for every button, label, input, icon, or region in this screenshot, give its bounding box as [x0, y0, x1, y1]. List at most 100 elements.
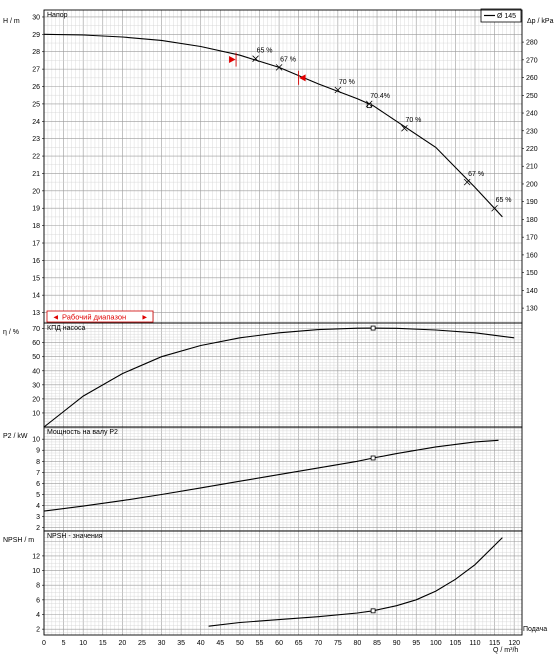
efficiency-tick: [334, 86, 342, 94]
legend: Ø 145: [480, 8, 522, 23]
legend-box: [480, 8, 522, 23]
y-tick-label: 70: [32, 326, 40, 333]
y-tick-label: 21: [32, 171, 40, 178]
efficiency-tick: [463, 178, 471, 186]
efficiency-label: 67 %: [280, 56, 296, 63]
y-tick-label: 2: [36, 525, 40, 532]
curve-head: [43, 33, 503, 218]
y-tick-label: 25: [32, 101, 40, 108]
x-tick-label: 60: [275, 640, 283, 647]
y2-tick-label: 160: [526, 252, 538, 259]
y-tick-label: 16: [32, 258, 40, 265]
x-tick-label: 90: [393, 640, 401, 647]
x-tick-label: 15: [99, 640, 107, 647]
legend-entry: Ø 145: [497, 13, 516, 20]
y2-tick-label: 170: [526, 235, 538, 242]
x-tick-label: 5: [62, 640, 66, 647]
duty-point-marker: [370, 608, 376, 614]
efficiency-tick: [275, 64, 283, 71]
y-tick-label: 10: [32, 410, 40, 417]
x-tick-label: 50: [236, 640, 244, 647]
npsh-panel-title: NPSH - значения: [47, 533, 103, 540]
x-tick-label: 75: [334, 640, 342, 647]
x-tick-label: 70: [314, 640, 322, 647]
x-tick-label: 35: [177, 640, 185, 647]
y-tick-label: 13: [32, 310, 40, 317]
x-tick-label: 115: [489, 640, 500, 647]
y-tick-label: 20: [32, 396, 40, 403]
efficiency-label: 70.4%: [370, 93, 390, 100]
efficiency-y-axis-label: η / %: [3, 329, 19, 336]
power-panel-title: Мощность на валу P2: [47, 429, 118, 436]
efficiency-label: 70 %: [339, 79, 355, 86]
operating-range-text: Рабочий диапазон: [62, 313, 126, 322]
y-tick-label: 18: [32, 223, 40, 230]
y-tick-label: 8: [36, 459, 40, 466]
y-tick-label: 9: [36, 448, 40, 455]
x-axis-label-right: Подача: [523, 626, 547, 633]
y2-tick-label: 130: [526, 306, 538, 313]
operating-range-right-arrow: ►: [141, 313, 148, 322]
efficiency-label: 67 %: [468, 171, 484, 178]
y-tick-label: 30: [32, 382, 40, 389]
efficiency-tick: [365, 100, 373, 108]
x-tick-label: 105: [450, 640, 462, 647]
efficiency-label: 65 %: [257, 48, 273, 55]
y2-tick-label: 250: [526, 93, 538, 100]
y-tick-label: 23: [32, 136, 40, 143]
x-tick-label: 55: [256, 640, 264, 647]
curve-power: [43, 439, 499, 512]
efficiency-tick: [401, 124, 408, 132]
npsh-y-axis-label: NPSH / m: [3, 537, 34, 544]
y-tick-label: 14: [32, 293, 40, 300]
y-tick-label: 26: [32, 84, 40, 91]
x-tick-label: 100: [430, 640, 442, 647]
y-tick-label: 7: [36, 470, 40, 477]
y2-tick-label: 270: [526, 57, 538, 64]
operating-range-left-arrow: ◄: [52, 313, 59, 322]
operating-range-right-marker: [299, 74, 306, 82]
y-tick-label: 27: [32, 67, 40, 74]
efficiency-tick: [252, 55, 259, 62]
grid-layer: [43, 10, 523, 635]
x-axis-label: Q / m³/h: [493, 647, 518, 654]
x-tick-label: 80: [354, 640, 362, 647]
y-tick-label: 24: [32, 119, 40, 126]
efficiency-panel-title: КПД насоса: [47, 325, 86, 332]
duty-point-marker: [370, 455, 376, 461]
x-tick-label: 45: [216, 640, 224, 647]
operating-range-left-marker: [229, 56, 236, 64]
y-tick-label: 17: [32, 241, 40, 248]
y2-tick-label: 150: [526, 270, 538, 277]
x-tick-label: 30: [158, 640, 166, 647]
panel-frame: [43, 530, 523, 636]
x-tick-label: 85: [373, 640, 381, 647]
y2-tick-label: 280: [526, 40, 538, 47]
y-tick-label: 22: [32, 154, 40, 161]
y-tick-label: 15: [32, 275, 40, 282]
y-tick-label: 50: [32, 354, 40, 361]
y2-tick-label: 180: [526, 217, 538, 224]
head-panel-title: Напор: [47, 12, 68, 19]
y-tick-label: 30: [32, 14, 40, 21]
y2-tick-label: 240: [526, 111, 538, 118]
y-tick-label: 10: [32, 437, 40, 444]
x-tick-label: 20: [118, 640, 126, 647]
y-tick-label: 29: [32, 32, 40, 39]
y-tick-label: 20: [32, 188, 40, 195]
y-tick-label: 4: [36, 503, 40, 510]
y-tick-label: 19: [32, 206, 40, 213]
curve-efficiency: [43, 327, 515, 428]
x-tick-label: 0: [42, 640, 46, 647]
x-tick-label: 10: [79, 640, 87, 647]
efficiency-label: 65 %: [496, 197, 512, 204]
y-tick-label: 60: [32, 340, 40, 347]
operating-range-label: ◄ Рабочий диапазон ►: [46, 310, 154, 323]
y2-tick-label: 220: [526, 146, 538, 153]
y2-tick-label: 140: [526, 288, 538, 295]
y-tick-label: 5: [36, 492, 40, 499]
x-tick-label: 65: [295, 640, 303, 647]
y-tick-label: 6: [36, 481, 40, 488]
y2-tick-label: 200: [526, 181, 538, 188]
